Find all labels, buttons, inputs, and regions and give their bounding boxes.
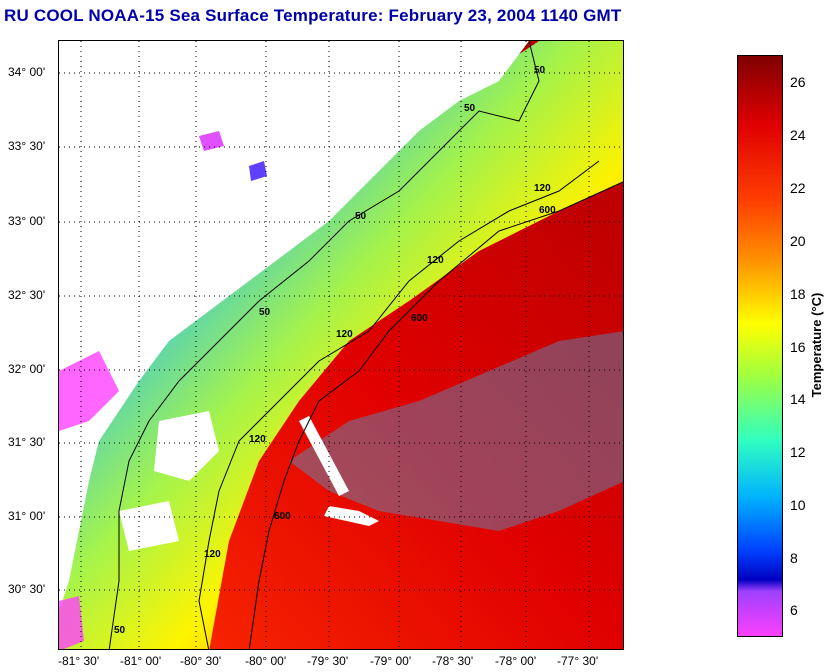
colorbar-tick: 10	[790, 497, 806, 513]
contour-600	[248, 181, 623, 649]
colorbar-tick: 26	[790, 74, 806, 90]
lat-label: 30° 30'	[8, 582, 46, 596]
contour-label-50: 50	[114, 625, 126, 636]
colorbar-tick: 16	[790, 339, 806, 355]
contour-label-120: 120	[427, 255, 444, 266]
lon-label: -81° 00'	[120, 654, 162, 668]
lat-label: 32° 30'	[8, 288, 46, 302]
contour-label-120: 120	[336, 329, 353, 340]
contour-label-120: 120	[249, 434, 266, 445]
contour-label-600: 600	[539, 205, 556, 216]
lon-label: -79° 30'	[307, 654, 349, 668]
contour-label-50: 50	[464, 103, 476, 114]
lon-label: -79° 00'	[370, 654, 412, 668]
colorbar-tick: 8	[790, 550, 798, 566]
colorbar-tick: 6	[790, 602, 798, 618]
colorbar	[737, 55, 783, 637]
contour-label-120: 120	[534, 183, 551, 194]
contour-label-120: 120	[204, 549, 221, 560]
lon-label: -78° 30'	[432, 654, 474, 668]
contour-50	[108, 41, 540, 649]
lon-label: -80° 30'	[180, 654, 222, 668]
contour-120	[198, 160, 600, 649]
colorbar-tick: 12	[790, 444, 806, 460]
sst-map: 50 50 50 50 50 120 120 120 120 120 600 6…	[58, 40, 624, 650]
lon-label: -78° 00'	[495, 654, 537, 668]
sst-map-image: 50 50 50 50 50 120 120 120 120 120 600 6…	[59, 41, 623, 649]
lon-label: -80° 00'	[245, 654, 287, 668]
contour-label-600: 600	[274, 511, 291, 522]
page-title: RU COOL NOAA-15 Sea Surface Temperature:…	[4, 6, 622, 25]
lon-label: -81° 30'	[58, 654, 100, 668]
lat-label: 33° 00'	[8, 214, 46, 228]
lat-label: 31° 00'	[8, 509, 46, 523]
lat-label: 33° 30'	[8, 139, 46, 153]
contour-label-50: 50	[259, 307, 271, 318]
lat-label: 31° 30'	[8, 435, 46, 449]
colorbar-tick: 20	[790, 233, 806, 249]
lat-label: 34° 00'	[8, 65, 46, 79]
contour-label-600: 600	[411, 313, 428, 324]
colorbar-tick: 24	[790, 127, 806, 143]
colorbar-label-text: Temperature (°C)	[809, 292, 824, 398]
colorbar-tick: 22	[790, 180, 806, 196]
colorbar-tick: 14	[790, 391, 806, 407]
colorbar-tick: 18	[790, 286, 806, 302]
lon-label: -77° 30'	[557, 654, 599, 668]
contour-label-50: 50	[534, 65, 546, 76]
lat-label: 32° 00'	[8, 362, 46, 376]
contour-label-50: 50	[355, 211, 367, 222]
